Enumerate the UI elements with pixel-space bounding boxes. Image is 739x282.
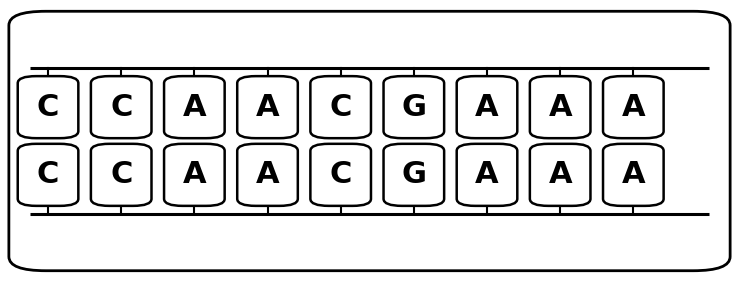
Text: A: A bbox=[256, 93, 279, 122]
FancyBboxPatch shape bbox=[530, 144, 590, 206]
Text: A: A bbox=[183, 160, 206, 189]
Text: C: C bbox=[110, 160, 132, 189]
FancyBboxPatch shape bbox=[164, 144, 225, 206]
FancyBboxPatch shape bbox=[310, 144, 371, 206]
FancyBboxPatch shape bbox=[9, 11, 730, 271]
FancyBboxPatch shape bbox=[457, 76, 517, 138]
Text: A: A bbox=[621, 93, 645, 122]
Text: C: C bbox=[37, 160, 59, 189]
Text: A: A bbox=[183, 93, 206, 122]
Text: A: A bbox=[256, 160, 279, 189]
Text: C: C bbox=[330, 160, 352, 189]
FancyBboxPatch shape bbox=[603, 76, 664, 138]
Text: C: C bbox=[330, 93, 352, 122]
FancyBboxPatch shape bbox=[237, 76, 298, 138]
Text: A: A bbox=[475, 93, 499, 122]
FancyBboxPatch shape bbox=[457, 144, 517, 206]
FancyBboxPatch shape bbox=[530, 76, 590, 138]
FancyBboxPatch shape bbox=[164, 76, 225, 138]
FancyBboxPatch shape bbox=[384, 144, 444, 206]
FancyBboxPatch shape bbox=[310, 76, 371, 138]
Text: A: A bbox=[548, 93, 572, 122]
Text: A: A bbox=[548, 160, 572, 189]
Text: G: G bbox=[401, 160, 426, 189]
FancyBboxPatch shape bbox=[237, 144, 298, 206]
FancyBboxPatch shape bbox=[18, 144, 78, 206]
FancyBboxPatch shape bbox=[384, 76, 444, 138]
FancyBboxPatch shape bbox=[91, 144, 151, 206]
Text: G: G bbox=[401, 93, 426, 122]
FancyBboxPatch shape bbox=[603, 144, 664, 206]
FancyBboxPatch shape bbox=[91, 76, 151, 138]
Text: A: A bbox=[621, 160, 645, 189]
Text: C: C bbox=[37, 93, 59, 122]
Text: A: A bbox=[475, 160, 499, 189]
FancyBboxPatch shape bbox=[18, 76, 78, 138]
Text: C: C bbox=[110, 93, 132, 122]
